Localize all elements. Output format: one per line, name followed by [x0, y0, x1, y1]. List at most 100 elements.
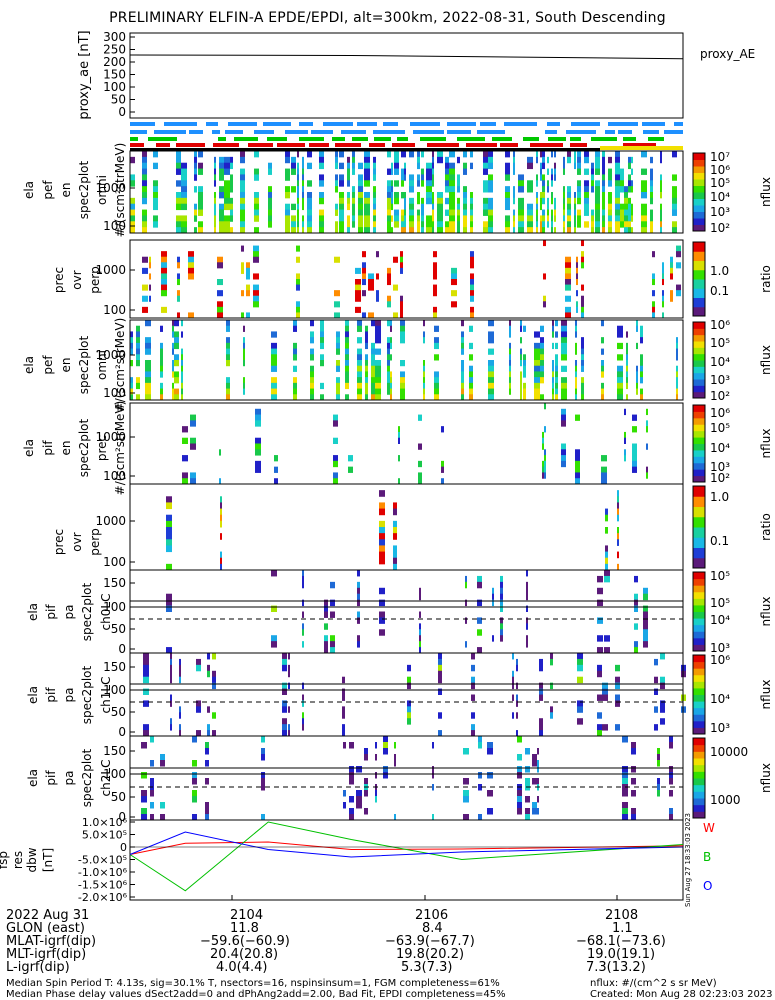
heatmap-cell [554, 174, 556, 181]
heatmap-cell [198, 168, 203, 175]
heatmap-cell [432, 151, 434, 158]
heatmap-cell [364, 790, 368, 797]
heatmap-cell [153, 215, 158, 222]
heatmap-cell [142, 151, 147, 158]
heatmap-cell [176, 215, 181, 222]
heatmap-cell [615, 162, 620, 170]
heatmap-cell [365, 337, 368, 344]
heatmap-cell [640, 371, 643, 378]
heatmap-cell [174, 377, 179, 384]
heatmap-cell [297, 162, 299, 170]
heatmap-cell [302, 700, 304, 707]
heatmap-cell [379, 551, 385, 559]
heatmap-cell [542, 472, 544, 479]
heatmap-cell [672, 174, 677, 181]
proxy-ae-legend: proxy_AE [700, 47, 755, 61]
heatmap-cell [271, 348, 277, 355]
heatmap-cell [145, 320, 151, 327]
colorbar-tick-label: 10⁶ [710, 163, 730, 177]
heatmap-cell [339, 221, 344, 228]
heatmap-cell [536, 151, 538, 158]
heatmap-cell [130, 348, 133, 355]
heatmap-cell [243, 325, 245, 332]
heatmap-cell [470, 290, 474, 297]
heatmap-cell [563, 162, 565, 170]
heatmap-ylabel: spec2plot [77, 418, 91, 477]
heatmap-cell [581, 342, 584, 350]
status-bar-green [570, 137, 581, 141]
heatmap-cell [271, 641, 277, 648]
heatmap-cell [624, 186, 628, 193]
heatmap-cell [355, 306, 361, 313]
heatmap-cell [170, 658, 172, 666]
heatmap-cell [352, 168, 355, 175]
heatmap-cell [174, 320, 179, 327]
heatmap-cell [488, 209, 493, 216]
heatmap-cell [641, 209, 647, 216]
heatmap-cell [509, 354, 511, 361]
heatmap-cell [469, 371, 473, 378]
heatmap-cell [641, 168, 647, 175]
heatmap-cell [373, 215, 376, 222]
heatmap-cell [423, 331, 425, 338]
heatmap-cell [240, 221, 245, 228]
status-bar-blue [504, 122, 537, 126]
colorbar-segment [693, 185, 705, 193]
heatmap-cell [461, 331, 464, 338]
heatmap-cell [615, 203, 620, 211]
heatmap-cell [555, 331, 558, 338]
heatmap-cell [650, 174, 653, 181]
heatmap-cell [255, 437, 261, 444]
heatmap-cell [523, 388, 526, 395]
colorbar-tick-label: 10⁶ [710, 318, 730, 332]
heatmap-cell [254, 174, 259, 181]
status-bar-blue [608, 122, 638, 126]
heatmap-cell [615, 156, 620, 164]
heatmap-cell [142, 209, 147, 216]
heatmap-cell [526, 570, 528, 577]
heatmap-cell [539, 664, 543, 672]
heatmap-cell [342, 706, 345, 713]
heatmap-cell [526, 641, 528, 648]
heatmap-cell [357, 320, 362, 327]
heatmap-tick-label: 0 [118, 642, 126, 656]
heatmap-cell [670, 267, 673, 274]
heatmap-cell [669, 766, 673, 773]
heatmap-cell [394, 760, 396, 767]
status-bar-blue [212, 130, 220, 134]
heatmap-cell [595, 197, 600, 205]
heatmap-cell [526, 605, 528, 612]
heatmap-cell [394, 209, 399, 216]
heatmap-cell [170, 694, 172, 701]
heatmap-cell [433, 312, 437, 319]
heatmap-cell [470, 284, 474, 291]
heatmap-cell [628, 227, 631, 234]
heatmap-cell [160, 325, 163, 332]
status-bar-red [248, 143, 273, 147]
heatmap-cell [365, 394, 368, 401]
heatmap-ylabel: en [59, 441, 73, 456]
heatmap-cell [449, 168, 455, 175]
heatmap-cell [364, 748, 368, 755]
colorbar-tick-label: 10⁷ [710, 150, 730, 164]
heatmap-cell [650, 156, 653, 164]
proxy-ae-tick-label: 200 [103, 55, 126, 69]
status-bar-green [218, 137, 226, 141]
heatmap-cell [500, 617, 503, 624]
heatmap-cell [145, 388, 151, 395]
heatmap-cell [517, 796, 522, 803]
heatmap-cell [534, 365, 540, 372]
heatmap-cell [336, 388, 340, 395]
heatmap-cell [150, 814, 154, 821]
heatmap-cell [509, 348, 511, 355]
heatmap-cell [539, 718, 543, 725]
heatmap-cell [181, 180, 187, 187]
heatmap-cell [302, 570, 304, 577]
heatmap-cell [394, 221, 399, 228]
heatmap-cell [534, 377, 540, 384]
colorbar-segment [693, 211, 705, 219]
heatmap-cell [512, 682, 514, 690]
colorbar-segment [693, 798, 705, 806]
heatmap-cell [347, 215, 350, 222]
heatmap-cell [319, 174, 324, 181]
